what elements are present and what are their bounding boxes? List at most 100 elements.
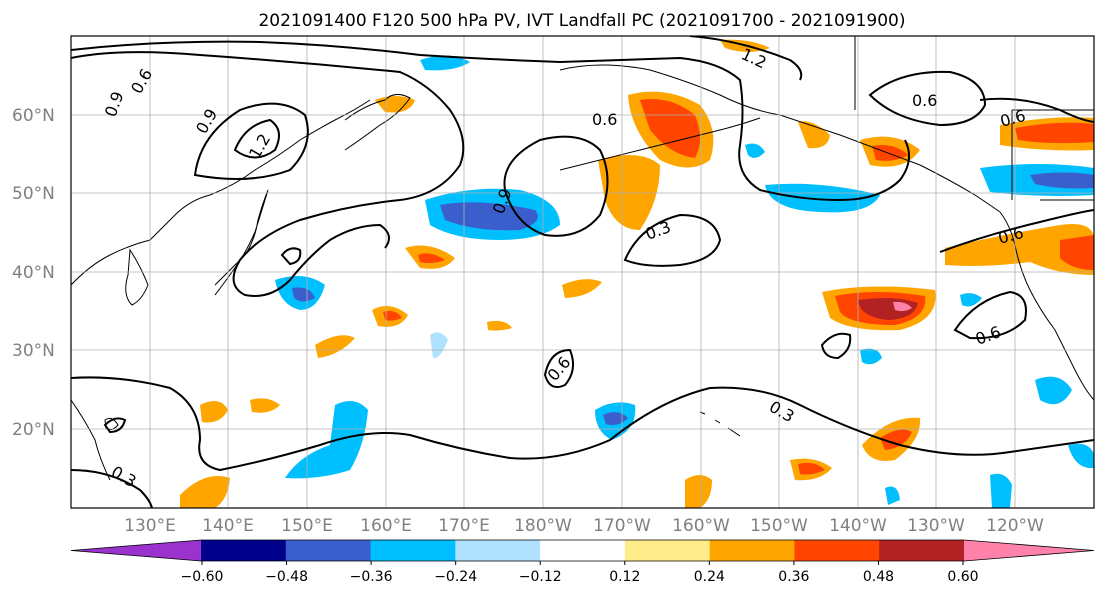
neg-anomaly-ne (765, 183, 880, 213)
colorbar-tick-label: 0.48 (863, 569, 894, 585)
neg-anomaly-east-core (1030, 172, 1094, 189)
gridlines (71, 36, 1094, 508)
pos-anomaly-sw1 (200, 401, 228, 423)
colorbar-outline (70, 539, 1095, 562)
pos-anomaly-s3-core (880, 429, 912, 450)
lon-label: 160°E (360, 516, 412, 536)
colorbar-tick-label: −0.48 (265, 569, 308, 585)
contour-loop-s (543, 348, 575, 388)
latitude-labels: 60°N 50°N 40°N 30°N 20°N (12, 106, 55, 440)
lat-label: 40°N (12, 263, 55, 283)
neg-anomaly-small4 (430, 332, 448, 359)
colorbar-tick-label: −0.36 (350, 569, 393, 585)
colorbar-extend-low (71, 540, 201, 561)
colorbar-extend-high (964, 540, 1094, 561)
neg-anomaly-se3 (1068, 443, 1094, 469)
contour-loop-mid (623, 213, 722, 267)
colorbar-tick-label: 0.60 (947, 569, 978, 585)
pos-anomaly-east-core (1015, 122, 1094, 144)
contour-right-top (979, 97, 1094, 123)
contour-loop-sw (103, 417, 127, 434)
pos-anomaly-s1 (685, 475, 712, 508)
korea-coast (125, 248, 149, 306)
aleutian-chain (559, 117, 761, 171)
colorbar-segment (794, 540, 880, 561)
contour-big-west (71, 51, 465, 297)
neg-anomaly-w-core (292, 287, 315, 302)
lon-label: 160°W (672, 516, 730, 536)
lon-label: 150°E (281, 516, 333, 536)
colorbar-segment (370, 540, 456, 561)
colorbar-segment (455, 540, 541, 561)
contour-loop-ne (868, 70, 987, 127)
colorbar-segment (879, 540, 965, 561)
colorbar-segment (624, 540, 711, 561)
pos-anomaly-nc2 (598, 155, 660, 230)
contour-loop-w-inner (233, 118, 280, 159)
pos-anomaly-e2-core (1060, 235, 1094, 270)
shaded-fields (180, 39, 1094, 508)
lon-label: 140°W (829, 516, 887, 536)
colorbar-segment (709, 540, 795, 561)
lon-label: 170°E (438, 516, 490, 536)
contour-east (939, 209, 1094, 253)
map-frame (70, 35, 1095, 509)
alaska-coast (559, 64, 1001, 213)
colorbar-tick-label: 0.12 (609, 569, 640, 585)
contour-loop-s2 (820, 332, 852, 360)
contour-label: 0.6 (912, 91, 937, 110)
neg-anomaly-small5 (885, 486, 900, 505)
asia-coast (71, 99, 371, 286)
neg-anomaly-small2 (860, 348, 882, 365)
china-coast (71, 399, 111, 481)
colorbar-tick-label: 0.36 (778, 569, 809, 585)
contour-low-left (71, 469, 153, 508)
contour-ne-top (689, 36, 803, 81)
colorbar: −0.60 −0.48 −0.36 −0.24 −0.12 0.12 0.24 0.36 0.4… (70, 539, 1095, 585)
pos-anomaly-ne1 (798, 121, 830, 149)
na-west-coast (999, 211, 1094, 401)
neg-anomaly-se1 (990, 473, 1012, 508)
contour-loop-w (193, 102, 309, 180)
pos-anomaly-mid-peak (893, 301, 912, 312)
pos-anomaly-sw2 (250, 398, 280, 413)
pos-anomaly-sw3 (180, 476, 230, 508)
colorbar-tick-label: 0.24 (694, 569, 725, 585)
lat-label: 20°N (12, 420, 55, 440)
contour-upper (71, 40, 910, 202)
pv-contours (71, 36, 1094, 508)
contour-south-wave (71, 376, 1094, 472)
lon-label: 180°W (514, 516, 572, 536)
lat-label: 60°N (12, 106, 55, 126)
contour-loop-small (280, 247, 302, 266)
lat-label: 30°N (12, 341, 55, 361)
contour-label: 0.6 (592, 110, 617, 129)
lat-label: 50°N (12, 184, 55, 204)
lon-label: 150°W (750, 516, 808, 536)
pos-anomaly-e2 (945, 224, 1094, 275)
colorbar-segment (540, 540, 626, 561)
neg-anomaly-sw (285, 401, 368, 479)
pos-anomaly-w4 (562, 279, 602, 298)
colorbar-tick-label: −0.60 (181, 569, 224, 585)
neg-anomaly-north (420, 55, 470, 71)
neg-anomaly-se2 (1035, 376, 1072, 405)
colorbar-segment (285, 540, 372, 561)
pos-anomaly-nc-core (640, 99, 700, 158)
pos-anomaly-w1-core (418, 253, 445, 264)
pos-anomaly-w5 (487, 320, 512, 331)
figure-title: 2021091400 F120 500 hPa PV, IVT Landfall… (258, 11, 905, 31)
kamchatka-coast (344, 94, 411, 151)
lon-label: 130°E (124, 516, 176, 536)
colorbar-tick-label: −0.12 (519, 569, 562, 585)
colorbar-segment (201, 540, 287, 561)
contour-loop-central (503, 135, 609, 237)
lon-label: 130°W (907, 516, 965, 536)
pos-anomaly-w3 (315, 335, 355, 358)
neg-anomaly-small1 (960, 293, 982, 307)
lon-label: 170°W (593, 516, 651, 536)
pos-anomaly-w2-core (383, 310, 402, 321)
colorbar-tick-label: −0.24 (434, 569, 477, 585)
lon-label: 120°W (986, 516, 1044, 536)
